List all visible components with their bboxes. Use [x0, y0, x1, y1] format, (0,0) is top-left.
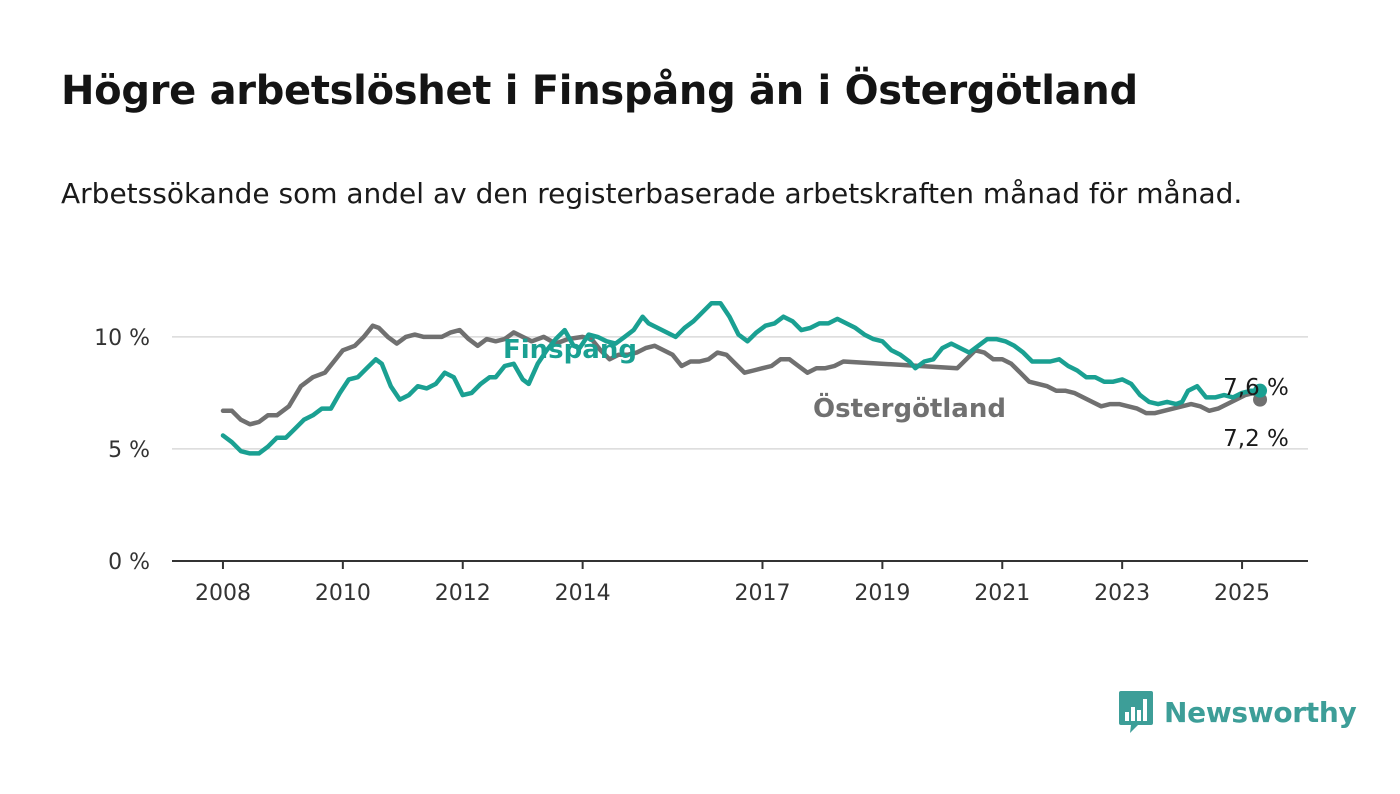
end-label-finspang: 7,6 %	[1223, 375, 1289, 401]
x-tick-label-1: 2010	[315, 581, 371, 606]
newsworthy-logo: Newsworthy	[1118, 690, 1357, 734]
series-line-ostergotland	[220, 323, 1263, 427]
series-end-marker-finspang	[1253, 383, 1268, 398]
series-lines	[220, 300, 1268, 456]
end-label-ostergotland: 7,2 %	[1223, 426, 1289, 452]
axes: 0 % 5 % 10 % 2008 2010 2012 2014 2017 2019 2021 20…	[94, 326, 1308, 606]
x-tick-label-4: 2017	[734, 581, 790, 606]
series-label-ostergotland: Östergötland	[813, 391, 1006, 424]
series-labels: Östergötland Finspång 7,6 % 7,2 %	[503, 333, 1289, 452]
x-tick-label-2: 2012	[435, 581, 491, 606]
brand-name: Newsworthy	[1164, 695, 1357, 729]
y-tick-label-0: 0 %	[108, 550, 150, 575]
series-label-finspang: Finspång	[503, 333, 637, 365]
y-tick-label-1: 5 %	[108, 438, 150, 463]
x-tick-label-3: 2014	[555, 581, 611, 606]
y-tick-label-2: 10 %	[94, 326, 150, 351]
chart-title: Högre arbetslöshet i Finspång än i Öster…	[61, 68, 1138, 114]
bar-chart-speech-bubble-icon	[1119, 691, 1153, 733]
x-tick-label-7: 2023	[1094, 581, 1150, 606]
x-tick-label-8: 2025	[1214, 581, 1270, 606]
x-tick-label-0: 2008	[195, 581, 251, 606]
x-tick-label-5: 2019	[854, 581, 910, 606]
x-tick-label-6: 2021	[974, 581, 1030, 606]
series-line-finspang	[220, 300, 1263, 456]
chart-subtitle: Arbetssökande som andel av den registerb…	[61, 177, 1243, 210]
